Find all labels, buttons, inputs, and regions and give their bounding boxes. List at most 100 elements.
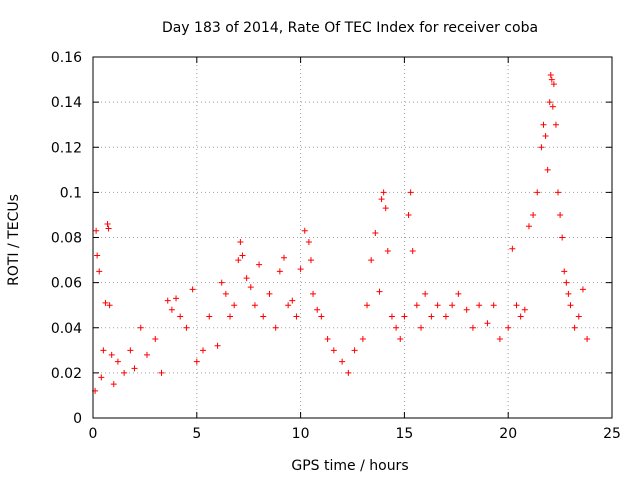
data-point [557,211,564,218]
data-point [584,336,591,343]
data-point [544,166,551,173]
data-point [94,252,101,259]
data-point [422,290,429,297]
data-point [93,227,100,234]
data-point [469,324,476,331]
data-point [428,313,435,320]
data-point [183,324,190,331]
data-point [260,313,267,320]
data-point [530,211,537,218]
grid [93,57,612,418]
data-point [463,306,470,313]
data-point [368,257,375,264]
data-point [538,144,545,151]
data-point [127,347,134,354]
data-point [521,306,528,313]
data-point [235,257,242,264]
data-point [339,358,346,365]
data-point [152,336,159,343]
data-point [565,290,572,297]
data-point [222,290,229,297]
data-point [505,324,512,331]
x-tick-label: 20 [499,426,517,442]
data-point [384,248,391,255]
data-point [189,286,196,293]
data-point [571,324,578,331]
data-point [548,76,555,83]
data-point [285,302,292,309]
data-point [100,347,107,354]
data-point [318,313,325,320]
data-point [393,324,400,331]
x-tick-label: 15 [395,426,413,442]
data-point [372,229,379,236]
data-point [388,313,395,320]
data-point [164,297,171,304]
data-point [534,189,541,196]
y-tick-label: 0.08 [51,231,82,247]
plot-frame [92,56,613,419]
data-point [378,196,385,203]
data-point [227,313,234,320]
data-point [513,302,520,309]
y-tick-label: 0.16 [51,50,82,66]
data-point [218,279,225,286]
data-point [376,288,383,295]
data-point [310,290,317,297]
data-point [266,290,273,297]
data-point [509,245,516,252]
data-point [407,189,414,196]
data-point [546,99,553,106]
data-point [177,313,184,320]
data-point [559,234,566,241]
data-point [289,297,296,304]
data-point [104,220,111,227]
data-point [525,223,532,230]
data-point [550,81,557,88]
data-point [247,284,254,291]
data-point [280,254,287,261]
data-point [324,336,331,343]
chart-title: Day 183 of 2014, Rate Of TEC Index for r… [162,20,538,36]
data-point [137,324,144,331]
data-point [276,268,283,275]
data-point [397,336,404,343]
data-point [567,302,574,309]
data-point [239,252,246,259]
data-point [330,347,337,354]
data-point [256,261,263,268]
data-point [401,313,408,320]
data-point [297,266,304,273]
data-point [364,302,371,309]
data-point [405,211,412,218]
data-point [193,358,200,365]
data-point [272,324,279,331]
x-tick-label: 25 [603,426,621,442]
data-point [552,121,559,128]
data-point [345,369,352,376]
data-point [121,369,128,376]
data-point [418,324,425,331]
data-point [143,351,150,358]
y-tick-label: 0 [73,411,82,427]
data-point [307,257,314,264]
data-point [158,369,165,376]
data-point [305,239,312,246]
data-point [131,365,138,372]
data-point [251,302,258,309]
data-point [380,189,387,196]
data-point [476,302,483,309]
data-point [413,302,420,309]
x-tick-label: 0 [89,426,98,442]
data-point [173,295,180,302]
data-point [359,336,366,343]
data-point [108,351,115,358]
data-point [110,381,117,388]
data-point [579,286,586,293]
data-point [540,121,547,128]
data-point [555,189,562,196]
data-point [434,302,441,309]
